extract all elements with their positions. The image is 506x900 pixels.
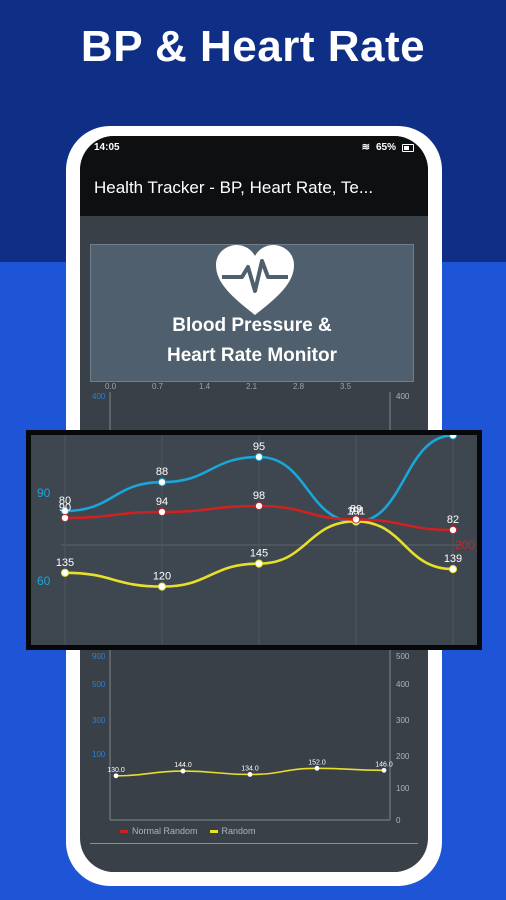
diastolic-data-label: 98 [253,490,265,502]
legend-item-normal-random: Normal Random [120,826,198,836]
heart-rate-data-label: 88 [156,466,168,478]
top-axis-tick: 1.4 [199,382,211,391]
left-axis-tick: 60 [37,574,51,588]
right-axis-label: 300 [396,716,410,725]
systolic-point [60,568,70,577]
top-axis-tick: 0.7 [152,382,164,391]
heart-rate-data-label: 77 [350,506,362,518]
systolic-line [64,519,454,588]
random-data-label: 134.0 [241,765,259,772]
right-axis-label: 400 [396,392,410,401]
right-axis-tick: 200 [455,538,475,552]
right-axis-label: 200 [396,752,410,761]
systolic-data-label: 135 [56,557,74,569]
legend-item-random: Random [209,826,256,836]
zoomed-chart-panel: 9060200808895771011351201451911399094988… [26,430,482,650]
heart-rate-line [64,435,454,524]
random-data-label: 144.0 [174,762,192,769]
right-axis-label: 500 [396,652,410,661]
top-axis-tick: 2.8 [293,382,305,391]
chart-legend: Normal Random Random [120,826,256,836]
right-axis-label: 0 [396,816,401,825]
random-point [180,768,186,774]
random-data-label: 146.0 [375,761,393,768]
right-axis-label: 100 [396,784,410,793]
systolic-data-label: 120 [153,571,171,583]
nav-bar [80,848,428,872]
left-axis-label: 900 [92,652,106,661]
diastolic-point [448,525,458,535]
battery-icon [402,143,414,152]
heart-rate-point [157,478,167,487]
systolic-data-label: 145 [250,548,268,560]
top-axis-tick: 3.5 [340,382,352,391]
main-chart: 9060200808895771011351201451911399094988… [37,435,475,645]
diastolic-point [157,507,167,517]
heart-rate-point [448,435,458,440]
headline: BP & Heart Rate [80,22,426,71]
systolic-data-label: 191 [347,505,365,517]
systolic-point [157,582,167,591]
diastolic-data-label: 82 [447,514,459,526]
random-point [314,765,320,771]
right-axis-label: 400 [396,680,410,689]
heart-icon [216,245,294,315]
diastolic-point [60,513,70,523]
random-data-label: 130.0 [107,767,125,774]
hero-line2: Heart Rate Monitor [167,345,337,366]
diastolic-point [254,501,264,511]
random-point [113,773,119,779]
battery-percent: 65% [375,142,396,153]
status-time: 14:05 [94,142,120,153]
status-right: ≋ 65% [362,142,414,153]
systolic-point [254,559,264,568]
random-point [381,767,387,773]
nav-divider [90,843,418,844]
diastolic-data-label: 94 [156,496,168,508]
random-data-label: 152.0 [308,759,326,766]
hero-banner: Blood Pressure & Heart Rate Monitor [90,244,414,382]
heart-rate-data-label: 80 [59,495,71,507]
hero-line1: Blood Pressure & [172,315,332,336]
top-axis-tick: 0.0 [105,382,117,391]
status-bar: 14:05 ≋ 65% [80,136,428,160]
top-axis-tick: 2.1 [246,382,258,391]
random-point [247,772,253,777]
systolic-point [448,565,458,574]
systolic-data-label: 139 [444,553,462,565]
wifi-icon: ≋ [361,142,370,153]
diastolic-point [351,515,361,524]
diastolic-data-label: 90 [59,502,71,514]
left-axis-label: 500 [92,680,106,689]
diastolic-data-label: 89 [350,504,362,516]
heart-rate-point [254,452,264,462]
left-axis-label: 100 [92,750,106,759]
left-axis-label: 400 [92,392,106,401]
app-title: Health Tracker - BP, Heart Rate, Te... [80,160,428,216]
hero-title: Blood Pressure & Heart Rate Monitor [91,311,413,371]
left-axis-tick: 90 [37,486,51,500]
left-axis-label: 300 [92,716,106,725]
heart-rate-data-label: 95 [253,441,265,453]
